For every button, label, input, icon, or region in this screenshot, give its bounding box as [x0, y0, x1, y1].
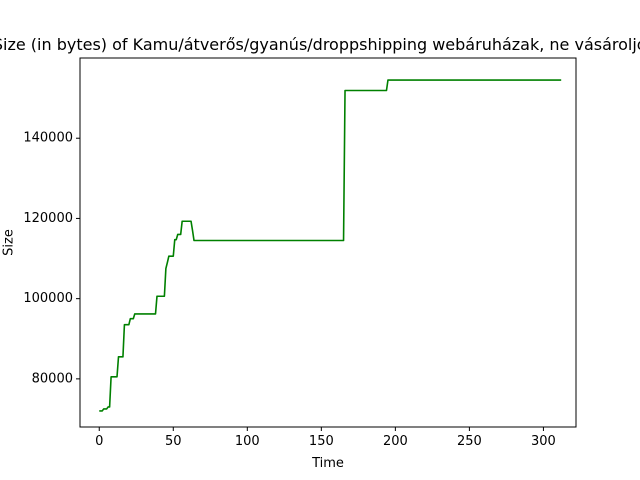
- series-line: [99, 79, 562, 412]
- axes-frame: [79, 57, 577, 428]
- x-tick-label: 100: [235, 434, 260, 449]
- x-tick-label: 0: [95, 434, 103, 449]
- x-tick-label: 50: [165, 434, 182, 449]
- chart-title: Size (in bytes) of Kamu/átverős/gyanús/d…: [0, 35, 640, 54]
- y-tick-label: 100000: [23, 291, 73, 306]
- x-tick-label: 250: [457, 434, 482, 449]
- tick-layer: 0 50 100 150 200 250 300 80000 100000 120000 14000…: [23, 131, 555, 449]
- x-axis-label: Time: [311, 456, 344, 471]
- y-tick-label: 120000: [23, 211, 73, 226]
- y-tick-label: 80000: [32, 371, 73, 386]
- x-tick-label: 200: [383, 434, 408, 449]
- y-axis-label: Size: [2, 229, 17, 256]
- x-tick-label: 300: [531, 434, 556, 449]
- x-tick-label: 150: [309, 434, 334, 449]
- y-tick-label: 140000: [23, 131, 73, 146]
- plot-layer: [99, 79, 562, 412]
